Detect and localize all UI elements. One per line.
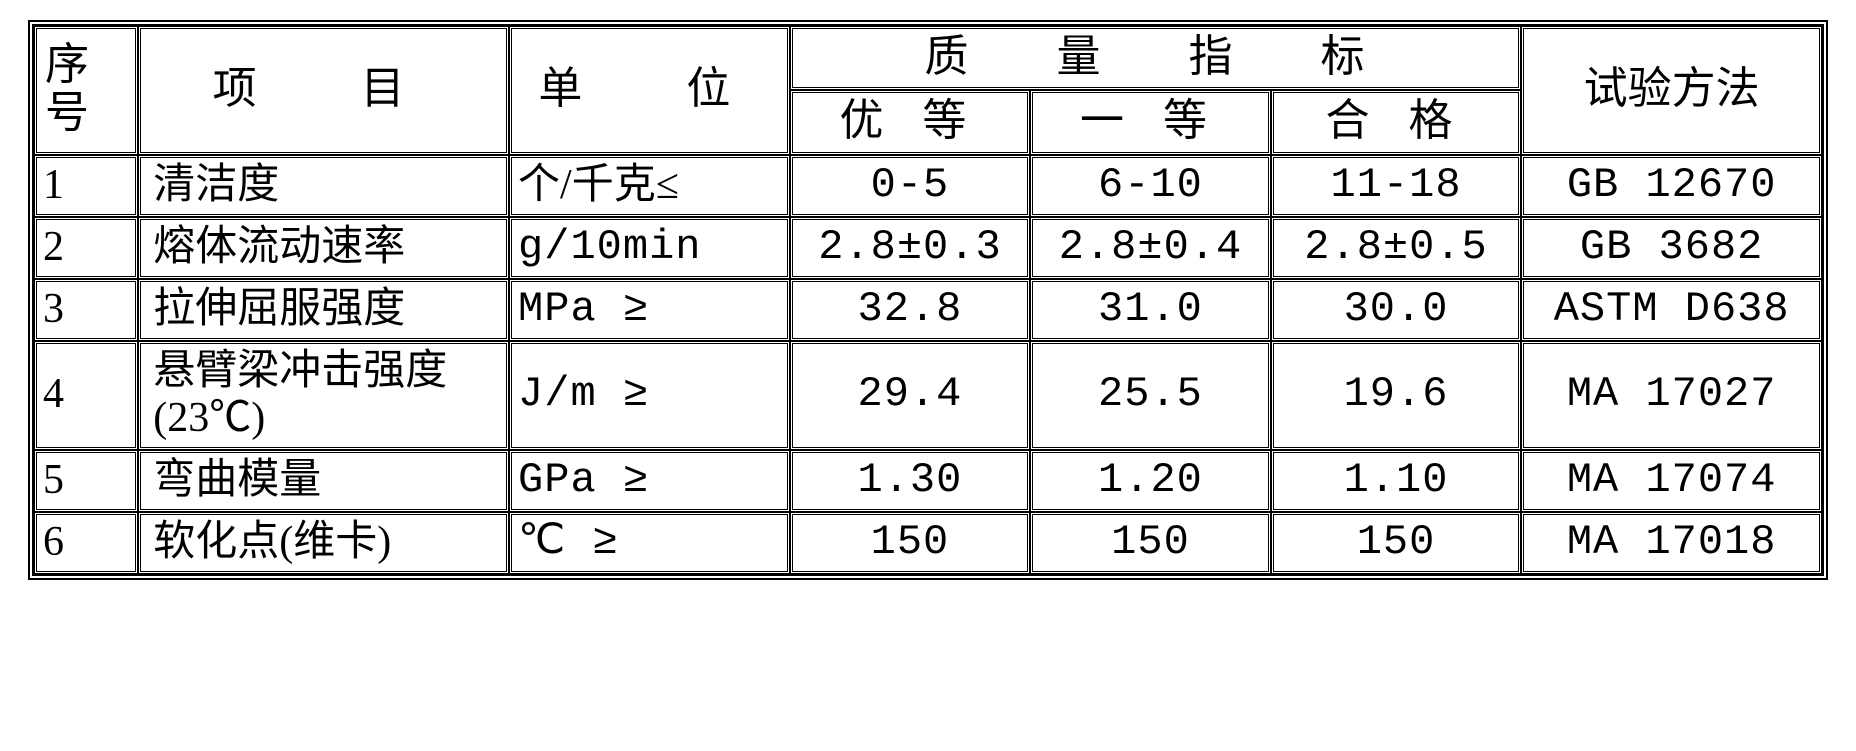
table-row: 4 悬臂梁冲击强度(23℃) J/m ≥ 29.4 25.5 19.6 MA 1… [34,341,1822,449]
cell-grade-c: 150 [1271,512,1522,574]
header-grade-c: 合 格 [1271,90,1522,154]
cell-method: MA 17018 [1521,512,1822,574]
cell-method: MA 17027 [1521,341,1822,449]
cell-item: 弯曲模量 [138,450,509,512]
cell-method: MA 17074 [1521,450,1822,512]
cell-seq: 3 [34,279,138,341]
cell-seq: 5 [34,450,138,512]
spec-table: 序号 项 目 单 位 质 量 指 标 试验方法 优 等 一 等 合 格 1 清洁… [28,20,1828,580]
table-row: 6 软化点(维卡) ℃ ≥ 150 150 150 MA 17018 [34,512,1822,574]
cell-item: 拉伸屈服强度 [138,279,509,341]
table-body: 1 清洁度 个/千克≤ 0-5 6-10 11-18 GB 12670 2 熔体… [34,155,1822,574]
cell-method: GB 12670 [1521,155,1822,217]
cell-seq: 2 [34,217,138,279]
cell-unit: 个/千克≤ [509,155,790,217]
cell-unit: J/m ≥ [509,341,790,449]
table-row: 5 弯曲模量 GPa ≥ 1.30 1.20 1.10 MA 17074 [34,450,1822,512]
cell-grade-a: 1.30 [790,450,1031,512]
cell-unit: g/10min [509,217,790,279]
cell-grade-c: 1.10 [1271,450,1522,512]
cell-item: 清洁度 [138,155,509,217]
cell-grade-b: 150 [1030,512,1271,574]
cell-unit: ℃ ≥ [509,512,790,574]
header-seq: 序号 [34,26,138,155]
cell-grade-a: 29.4 [790,341,1031,449]
cell-grade-b: 6-10 [1030,155,1271,217]
header-item: 项 目 [138,26,509,155]
cell-grade-c: 11-18 [1271,155,1522,217]
header-method: 试验方法 [1521,26,1822,155]
cell-grade-a: 32.8 [790,279,1031,341]
header-grade-b: 一 等 [1030,90,1271,154]
cell-item: 熔体流动速率 [138,217,509,279]
cell-unit: GPa ≥ [509,450,790,512]
cell-method: ASTM D638 [1521,279,1822,341]
cell-grade-a: 2.8±0.3 [790,217,1031,279]
cell-seq: 6 [34,512,138,574]
cell-grade-b: 1.20 [1030,450,1271,512]
cell-grade-b: 2.8±0.4 [1030,217,1271,279]
table-row: 1 清洁度 个/千克≤ 0-5 6-10 11-18 GB 12670 [34,155,1822,217]
table-row: 2 熔体流动速率 g/10min 2.8±0.3 2.8±0.4 2.8±0.5… [34,217,1822,279]
header-quality-group: 质 量 指 标 [790,26,1522,90]
cell-item: 悬臂梁冲击强度(23℃) [138,341,509,449]
cell-grade-a: 0-5 [790,155,1031,217]
table-row: 3 拉伸屈服强度 MPa ≥ 32.8 31.0 30.0 ASTM D638 [34,279,1822,341]
cell-grade-a: 150 [790,512,1031,574]
cell-seq: 1 [34,155,138,217]
cell-grade-c: 30.0 [1271,279,1522,341]
cell-seq: 4 [34,341,138,449]
table-header: 序号 项 目 单 位 质 量 指 标 试验方法 优 等 一 等 合 格 [34,26,1822,155]
header-unit: 单 位 [509,26,790,155]
cell-grade-c: 2.8±0.5 [1271,217,1522,279]
cell-unit: MPa ≥ [509,279,790,341]
header-grade-a: 优 等 [790,90,1031,154]
cell-method: GB 3682 [1521,217,1822,279]
cell-grade-b: 25.5 [1030,341,1271,449]
cell-grade-b: 31.0 [1030,279,1271,341]
cell-grade-c: 19.6 [1271,341,1522,449]
cell-item: 软化点(维卡) [138,512,509,574]
